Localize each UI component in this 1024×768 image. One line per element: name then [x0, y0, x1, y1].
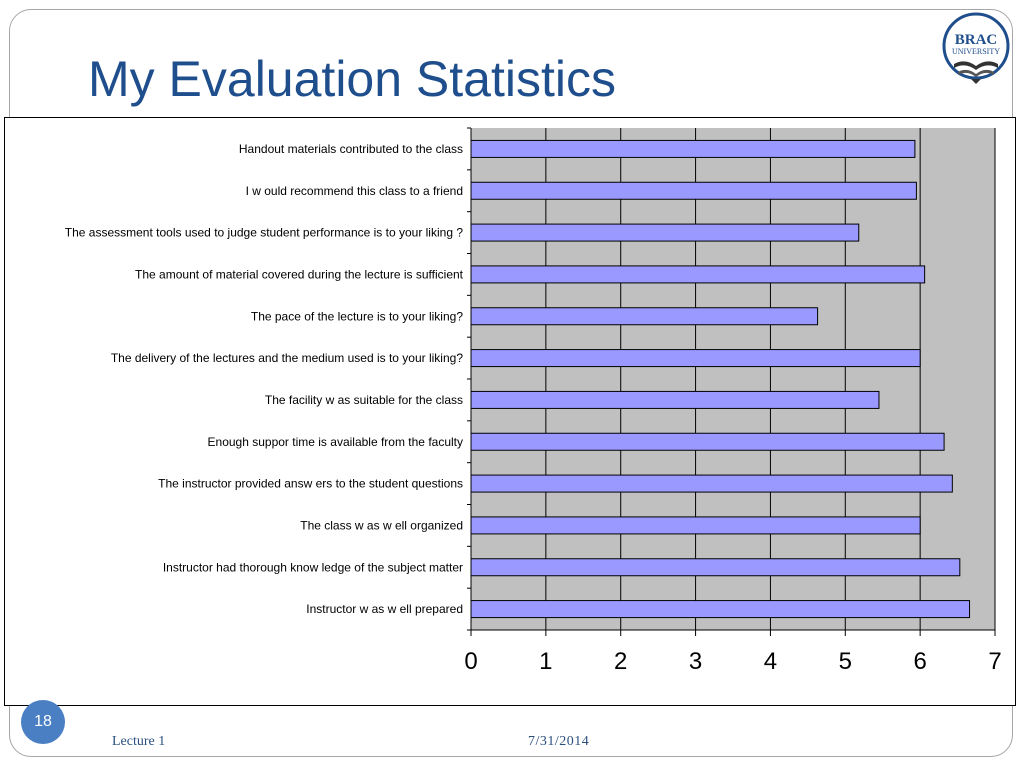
slide-title: My Evaluation Statistics	[88, 51, 616, 107]
chart-container: Handout materials contributed to the cla…	[4, 117, 1016, 706]
category-label: The instructor provided answ ers to the …	[158, 477, 463, 491]
category-label: Instructor w as w ell prepared	[306, 602, 463, 616]
bar	[470, 516, 921, 535]
bar	[470, 265, 926, 284]
category-label: Enough suppor time is available from the…	[208, 435, 463, 449]
x-tick-label: 2	[614, 648, 627, 675]
bar	[470, 390, 880, 409]
category-label: The assessment tools used to judge stude…	[65, 226, 464, 240]
bar	[470, 223, 860, 242]
category-label: The class w as w ell organized	[300, 518, 463, 532]
category-label: The amount of material covered during th…	[135, 267, 464, 281]
x-tick-label: 1	[539, 648, 552, 675]
slide-number-badge: 18	[21, 700, 65, 744]
x-tick-label: 3	[689, 648, 702, 675]
bar	[470, 474, 953, 493]
bar	[470, 181, 917, 200]
footer-date: 7/31/2014	[528, 734, 590, 749]
category-label: The facility w as suitable for the class	[265, 393, 463, 407]
plot-area	[471, 128, 995, 630]
bar	[470, 139, 916, 158]
x-tick-label: 5	[839, 648, 852, 675]
category-label: Handout materials contributed to the cla…	[239, 142, 463, 156]
x-tick-label: 0	[464, 648, 477, 675]
bar	[470, 600, 971, 619]
bar	[470, 349, 921, 368]
evaluation-bar-chart: Handout materials contributed to the cla…	[65, 127, 1002, 675]
bar	[470, 432, 945, 451]
logo-line2: UNIVERSITY	[952, 47, 1000, 56]
category-label: The pace of the lecture is to your likin…	[251, 309, 463, 323]
x-tick-label: 7	[988, 648, 1001, 675]
x-tick-label: 4	[764, 648, 777, 675]
category-label: I w ould recommend this class to a frien…	[246, 184, 463, 198]
brac-university-logo: BRAC UNIVERSITY	[942, 12, 1010, 84]
category-label: Instructor had thorough know ledge of th…	[163, 560, 463, 574]
x-tick-label: 6	[913, 648, 926, 675]
footer-lecture: Lecture 1	[112, 734, 166, 749]
logo-line1: BRAC	[955, 32, 998, 48]
bar	[470, 558, 961, 577]
bar	[470, 307, 819, 326]
category-label: The delivery of the lectures and the med…	[111, 351, 464, 365]
